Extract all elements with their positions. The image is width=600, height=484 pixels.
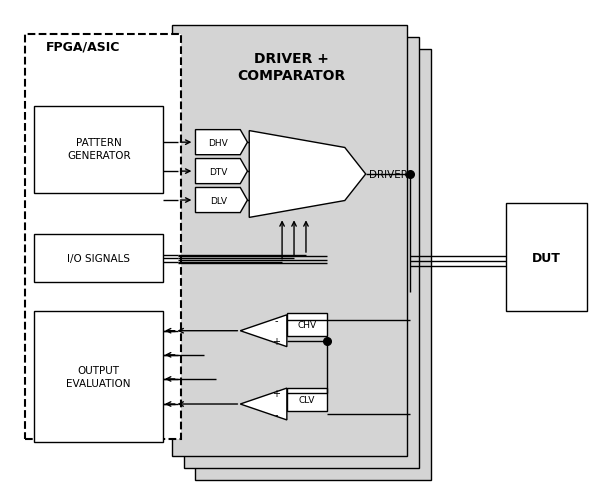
Polygon shape [240, 315, 287, 347]
Text: FPGA/ASIC: FPGA/ASIC [46, 41, 121, 54]
FancyBboxPatch shape [287, 388, 328, 411]
Text: I/O SIGNALS: I/O SIGNALS [67, 254, 130, 264]
Text: -: - [274, 409, 278, 419]
Polygon shape [240, 388, 287, 420]
Text: PATTERN
GENERATOR: PATTERN GENERATOR [67, 138, 131, 160]
Text: DTV: DTV [209, 167, 227, 176]
Polygon shape [196, 188, 247, 213]
Text: DLV: DLV [209, 196, 227, 205]
Text: -: - [274, 315, 278, 325]
FancyBboxPatch shape [196, 49, 431, 480]
FancyBboxPatch shape [184, 37, 419, 468]
FancyBboxPatch shape [287, 314, 328, 337]
Text: DRIVER +
COMPARATOR: DRIVER + COMPARATOR [237, 52, 345, 83]
FancyBboxPatch shape [25, 35, 181, 439]
FancyBboxPatch shape [34, 235, 163, 283]
Text: +: + [272, 336, 280, 346]
FancyBboxPatch shape [506, 203, 587, 312]
Polygon shape [249, 131, 365, 218]
Text: OUTPUT
EVALUATION: OUTPUT EVALUATION [67, 365, 131, 388]
Text: +: + [272, 388, 280, 398]
Text: DRIVER: DRIVER [368, 169, 407, 180]
Text: CLV: CLV [299, 395, 316, 404]
FancyBboxPatch shape [34, 312, 163, 442]
Polygon shape [196, 159, 247, 184]
Polygon shape [196, 130, 247, 155]
FancyBboxPatch shape [172, 26, 407, 456]
Text: CHV: CHV [298, 321, 317, 330]
Text: DUT: DUT [532, 251, 561, 264]
FancyBboxPatch shape [34, 107, 163, 194]
Text: DHV: DHV [208, 138, 228, 147]
